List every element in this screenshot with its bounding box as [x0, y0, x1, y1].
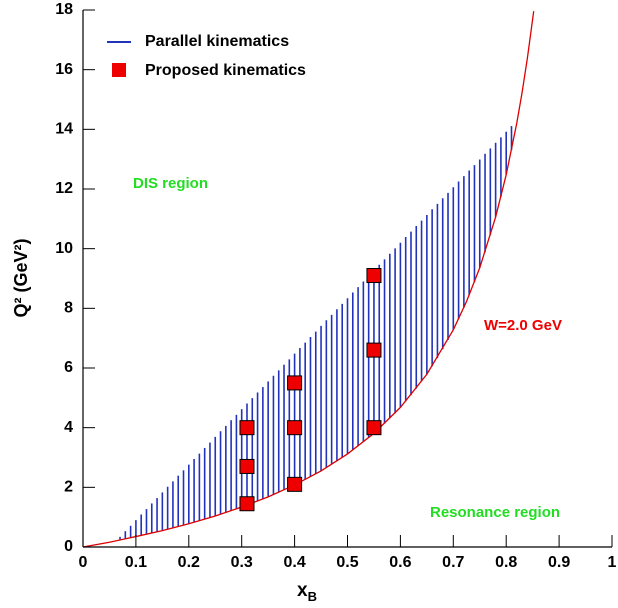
- proposed-point: [366, 268, 382, 284]
- y-tick-label: 18: [55, 1, 73, 18]
- proposed-point: [287, 420, 303, 436]
- x-tick-label: 0.8: [495, 554, 517, 571]
- proposed-point: [239, 420, 255, 436]
- w-curve: [82, 11, 535, 548]
- x-tick-label: 0.7: [442, 554, 464, 571]
- y-tick-label: 2: [64, 479, 73, 496]
- annotation: DIS region: [133, 175, 208, 192]
- y-axis-label: Q² (GeV²): [11, 238, 31, 317]
- y-tick-label: 10: [55, 240, 73, 257]
- x-tick-label: 1: [608, 554, 617, 571]
- proposed-point: [366, 420, 382, 436]
- x-tick-label: 0: [79, 554, 88, 571]
- y-tick-label: 6: [64, 359, 73, 376]
- x-label-main: x: [297, 580, 308, 601]
- proposed-point: [287, 476, 303, 492]
- legend-label: Proposed kinematics: [145, 62, 306, 79]
- y-tick-label: 14: [55, 121, 73, 138]
- annotation: W=2.0 GeV: [484, 317, 562, 334]
- x-label-sub: B: [308, 589, 317, 603]
- x-tick-label: 0.4: [283, 554, 305, 571]
- annotation: Resonance region: [430, 504, 560, 521]
- proposed-point: [239, 496, 255, 512]
- x-tick-label: 0.9: [548, 554, 570, 571]
- legend-label: Parallel kinematics: [145, 33, 289, 50]
- legend-marker: [112, 63, 126, 77]
- proposed-point: [239, 458, 255, 474]
- y-tick-label: 0: [64, 538, 73, 555]
- x-tick-label: 0.5: [336, 554, 358, 571]
- proposed-point: [287, 375, 303, 391]
- y-tick-label: 16: [55, 61, 73, 78]
- proposed-point: [366, 342, 382, 358]
- y-tick-label: 12: [55, 180, 73, 197]
- x-tick-label: 0.3: [231, 554, 253, 571]
- x-tick-label: 0.6: [389, 554, 411, 571]
- x-axis-label: xB: [297, 580, 317, 603]
- x-tick-label: 0.2: [178, 554, 200, 571]
- y-tick-label: 8: [64, 300, 73, 317]
- y-tick-label: 4: [64, 419, 73, 436]
- x-tick-label: 0.1: [125, 554, 147, 571]
